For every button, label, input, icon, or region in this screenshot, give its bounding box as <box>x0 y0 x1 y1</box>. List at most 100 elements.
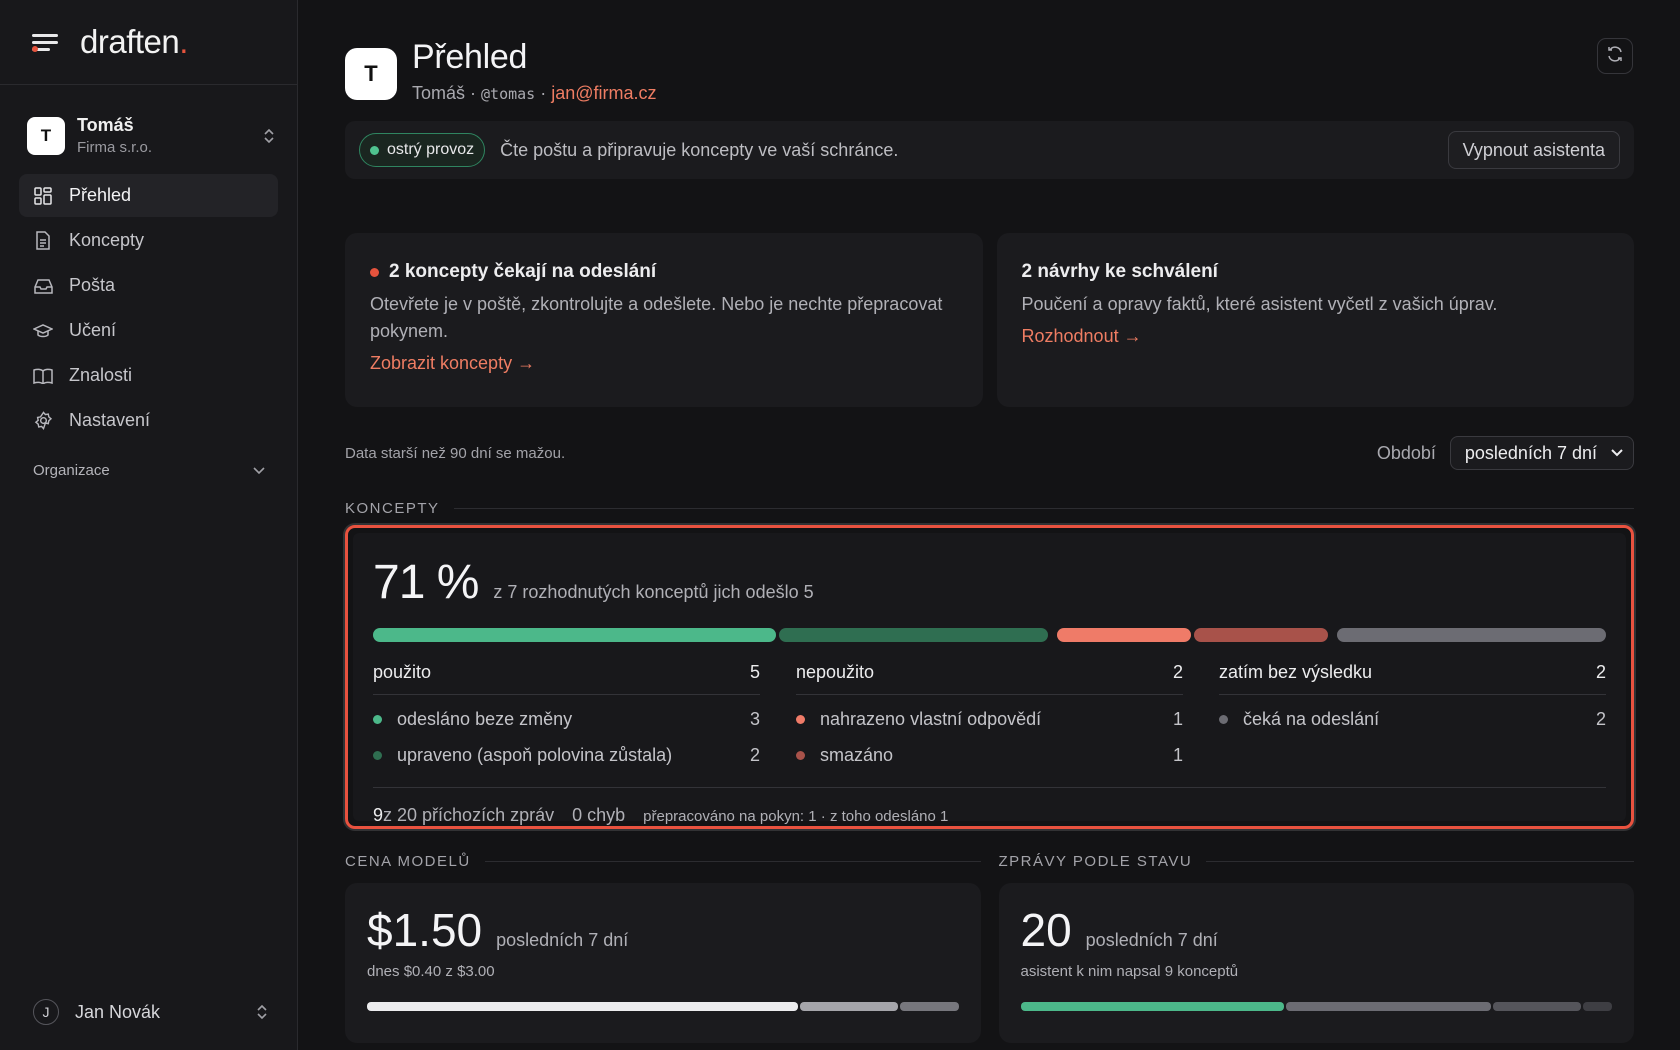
model-cost-card: $1.50 posledních 7 dní dnes $0.40 z $3.00 <box>345 883 981 1043</box>
outcome-label: nahrazeno vlastní odpovědí <box>820 709 1042 729</box>
sidebar-nav: Přehled Koncepty Pošta Učení Znalosti Na… <box>0 174 297 442</box>
outcome-group: zatím bez výsledku 2 čeká na odeslání 2 <box>1219 662 1606 767</box>
card-description: Otevřete je v poště, zkontrolujte a odeš… <box>370 294 943 341</box>
drafts-breakdown: použito 5 odesláno beze změny 3 upraveno (as… <box>373 662 1606 767</box>
bar-segment <box>1194 628 1329 642</box>
card-title: 2 koncepty čekají na odeslání <box>370 261 958 283</box>
outcome-count: 2 <box>749 745 760 765</box>
outcome-row: smazáno 1 <box>796 744 1183 767</box>
outcome-group-header: nepoužito 2 <box>796 662 1183 695</box>
success-rate-description: z 7 rozhodnutých konceptů jich odešlo 5 <box>493 582 814 602</box>
status-dot-icon <box>796 715 805 724</box>
group-label: nepoužito <box>796 662 875 682</box>
outcome-group: nepoužito 2 nahrazeno vlastní odpovědí 1 sma… <box>796 662 1183 767</box>
refresh-icon <box>1606 45 1624 68</box>
sidebar-item-label: Přehled <box>69 185 132 205</box>
status-text: Čte poštu a připravuje koncepty ve vaší … <box>500 139 899 160</box>
book-icon <box>33 366 53 386</box>
organization-section-label: Organizace <box>33 462 110 479</box>
org-switcher[interactable]: T Tomáš Firma s.r.o. <box>27 115 277 156</box>
outcome-label: čeká na odeslání <box>1243 709 1380 729</box>
chevron-down-icon <box>1611 446 1623 460</box>
user-menu[interactable]: J Jan Novák <box>33 999 270 1025</box>
rework-note: přepracováno na pokyn: 1 · z toho odeslá… <box>643 808 949 825</box>
bar-segment <box>373 628 776 642</box>
outcome-label: smazáno <box>820 745 894 765</box>
alert-dot-icon <box>370 267 379 277</box>
sidebar-item-znalosti[interactable]: Znalosti <box>19 354 278 397</box>
messages-sub: asistent k nim napsal 9 konceptů <box>1020 963 1239 980</box>
page-header: T Přehled Tomáš · @tomas · jan@firma.cz <box>345 38 1634 104</box>
outcome-count: 1 <box>1172 745 1183 765</box>
bar-segment <box>1056 628 1191 642</box>
outcome-label: upraveno (aspoň polovina zůstala) <box>397 745 673 765</box>
page-title: Přehled <box>412 38 528 76</box>
status-dot-icon <box>796 751 805 760</box>
user-avatar: J <box>33 999 59 1025</box>
sidebar-item-label: Koncepty <box>69 230 145 250</box>
decide-link[interactable]: Rozhodnout → <box>1021 326 1142 346</box>
messages-period: posledních 7 dní <box>1085 930 1218 950</box>
outcome-group-header: použito 5 <box>373 662 760 695</box>
refresh-button[interactable] <box>1597 38 1633 74</box>
sidebar-item-koncepty[interactable]: Koncepty <box>19 219 278 262</box>
bar-segment <box>1492 1002 1581 1011</box>
sidebar-item-label: Nastavení <box>69 410 151 430</box>
sidebar-item-nastaveni[interactable]: Nastavení <box>19 399 278 442</box>
processed-total: z 20 příchozích zpráv <box>383 805 555 825</box>
sidebar-item-prehled[interactable]: Přehled <box>19 174 278 217</box>
page-subtitle: Tomáš · @tomas · jan@firma.cz <box>412 83 657 103</box>
group-count: 5 <box>749 662 760 682</box>
bar-segment <box>799 1002 898 1011</box>
inbox-icon <box>33 276 53 296</box>
main-content: T Přehled Tomáš · @tomas · jan@firma.cz … <box>298 0 1680 1050</box>
success-rate: 71 % <box>373 556 479 609</box>
group-label: použito <box>373 662 432 682</box>
graduation-cap-icon <box>33 321 53 341</box>
bar-segment <box>1582 1002 1612 1011</box>
model-cost-section: CENA MODELŮ $1.50 posledních 7 dní dnes $… <box>345 853 981 1043</box>
logo-row: draften. <box>0 0 297 85</box>
user-name: Jan Novák <box>75 1001 161 1022</box>
menu-icon[interactable] <box>32 32 58 52</box>
outcome-count: 1 <box>1172 709 1183 729</box>
bottom-sections: CENA MODELŮ $1.50 posledních 7 dní dnes $… <box>345 853 1634 1043</box>
profile-name: Tomáš <box>412 83 466 103</box>
sidebar-item-posta[interactable]: Pošta <box>19 264 278 307</box>
bar-segment <box>1337 628 1606 642</box>
card-description: Poučení a opravy faktů, které asistent v… <box>1021 294 1498 314</box>
period-label: Období <box>1376 442 1436 463</box>
show-drafts-link[interactable]: Zobrazit koncepty → <box>370 353 536 373</box>
status-dot-icon <box>373 715 382 724</box>
live-status-badge: ostrý provoz <box>359 133 486 167</box>
bar-segment <box>1285 1002 1491 1011</box>
organization-section-toggle[interactable]: Organizace <box>33 462 265 479</box>
bar-segment <box>367 1002 798 1011</box>
grid-icon <box>33 186 53 206</box>
cost-progress-bar <box>367 1002 959 1011</box>
profile-handle: @tomas <box>481 85 536 103</box>
chevron-updown-icon <box>261 127 277 145</box>
chevron-down-icon <box>253 462 265 479</box>
outcome-count: 2 <box>1595 709 1606 729</box>
bar-segment <box>899 1002 959 1011</box>
org-company: Firma s.r.o. <box>77 139 153 156</box>
chevron-updown-icon <box>254 1003 270 1021</box>
filter-row: Data starší než 90 dní se mažou. Období … <box>345 436 1634 470</box>
outcome-row: upraveno (aspoň polovina zůstala) 2 <box>373 744 760 767</box>
status-dot-icon <box>1219 715 1228 724</box>
drafts-summary-panel: 71 % z 7 rozhodnutých konceptů jich odeš… <box>345 525 1634 829</box>
profile-email-link[interactable]: jan@firma.cz <box>551 83 657 103</box>
messages-status-section: ZPRÁVY PODLE STAVU 20 posledních 7 dní as… <box>998 853 1634 1043</box>
period-select[interactable]: posledních 7 dní <box>1449 436 1634 470</box>
bar-segment <box>779 628 1048 642</box>
messages-card: 20 posledních 7 dní asistent k nim napsal… <box>998 883 1634 1043</box>
retention-note: Data starší než 90 dní se mažou. <box>345 444 566 462</box>
brand-logo[interactable]: draften. <box>80 23 188 60</box>
outcome-row: nahrazeno vlastní odpovědí 1 <box>796 708 1183 731</box>
outcome-row: odesláno beze změny 3 <box>373 708 760 731</box>
processed-count: 9 <box>373 805 384 825</box>
disable-assistant-button[interactable]: Vypnout asistenta <box>1447 131 1620 169</box>
sidebar-item-uceni[interactable]: Učení <box>19 309 278 352</box>
assistant-status-bar: ostrý provoz Čte poštu a připravuje konc… <box>345 121 1634 179</box>
